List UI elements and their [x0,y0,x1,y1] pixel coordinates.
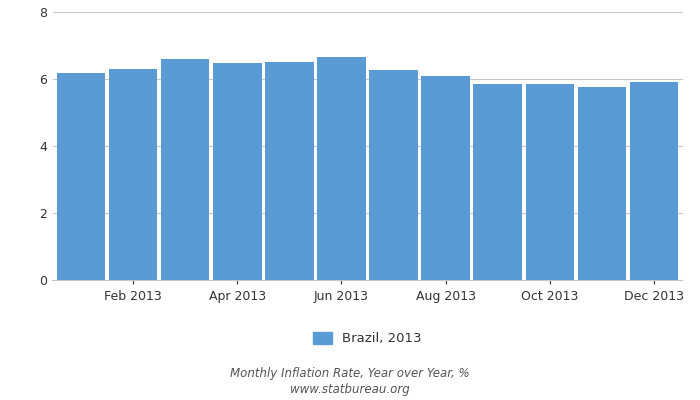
Bar [161,59,209,280]
Text: Monthly Inflation Rate, Year over Year, %: Monthly Inflation Rate, Year over Year, … [230,368,470,380]
Bar [578,87,626,280]
Bar [317,56,365,280]
Bar [630,82,678,280]
Bar [265,62,314,280]
Bar [213,62,262,280]
Legend: Brazil, 2013: Brazil, 2013 [308,327,427,351]
Bar [473,84,522,280]
Bar [526,84,574,280]
Bar [370,70,418,280]
Bar [421,76,470,280]
Bar [109,69,158,280]
Bar [57,73,105,280]
Text: www.statbureau.org: www.statbureau.org [290,384,410,396]
